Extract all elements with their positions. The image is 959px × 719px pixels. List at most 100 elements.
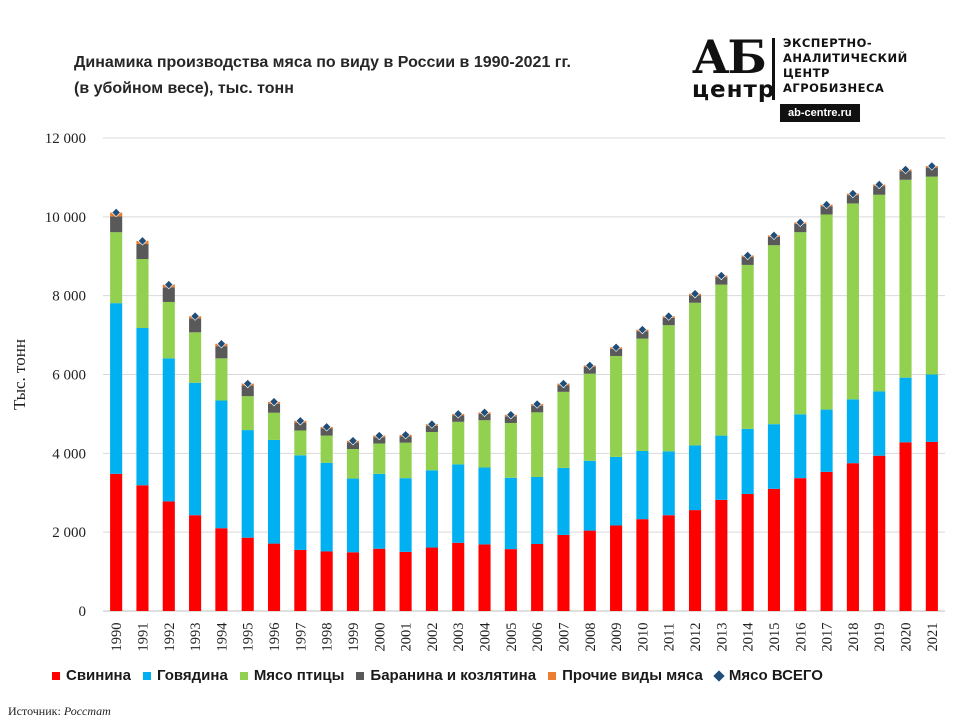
- bar-poultry: [820, 214, 833, 410]
- total-marker: [506, 410, 516, 420]
- bar-lamb: [241, 385, 254, 397]
- logo-url: ab-centre.ru: [780, 104, 860, 122]
- x-tick-label: 2010: [635, 623, 651, 652]
- bar-poultry: [504, 422, 517, 478]
- logo-text-line: ЦЕНТР: [783, 66, 830, 80]
- bar-poultry: [925, 176, 938, 375]
- bar-beef: [899, 377, 912, 443]
- bar-pork: [557, 534, 570, 611]
- total-marker: [664, 311, 674, 321]
- bar-pork: [925, 441, 938, 611]
- bar-pork: [399, 551, 412, 611]
- bar-lamb: [925, 167, 938, 177]
- total-marker: [558, 378, 569, 389]
- total-marker: [427, 419, 437, 429]
- bar-pork: [267, 543, 281, 611]
- x-tick-label: 2016: [793, 623, 809, 652]
- bar-lamb: [899, 171, 912, 180]
- bar-lamb: [636, 331, 649, 339]
- bar-lamb: [215, 346, 228, 359]
- bar-poultry: [110, 232, 123, 304]
- x-tick-label: 2015: [767, 623, 783, 652]
- bar-poultry: [583, 373, 596, 461]
- legend-item-beef: Говядина: [142, 667, 228, 684]
- total-marker: [716, 270, 726, 281]
- logo-text: ЭКСПЕРТНО- АНАЛИТИЧЕСКИЙ ЦЕНТР АГРОБИЗНЕ…: [783, 36, 908, 96]
- bar-lamb: [531, 405, 544, 413]
- source-note: Источник: Росстат: [8, 704, 111, 719]
- bar-poultry: [189, 332, 202, 383]
- legend-label: Говядина: [156, 667, 228, 684]
- bar-pork: [846, 463, 859, 611]
- bar-beef: [189, 382, 202, 516]
- bar-lamb: [741, 257, 754, 265]
- bar-beef: [294, 455, 307, 550]
- total-marker: [295, 416, 305, 426]
- bar-lamb: [267, 403, 281, 413]
- bar-lamb: [189, 318, 202, 333]
- bar-pork: [741, 493, 754, 611]
- bar-poultry: [452, 421, 465, 465]
- bar-lamb: [373, 437, 386, 444]
- bar-poultry: [162, 301, 175, 359]
- bar-beef: [688, 445, 702, 511]
- legend-swatch: [52, 671, 60, 680]
- legend-label: Баранина и козлятина: [370, 667, 537, 684]
- bar-poultry: [610, 355, 623, 457]
- bar-beef: [557, 467, 570, 535]
- bar-lamb: [794, 223, 807, 233]
- x-tick-label: 2008: [583, 623, 599, 652]
- total-marker: [848, 188, 858, 199]
- bar-lamb: [425, 425, 438, 433]
- ab-centre-logo: АБ центр ЭКСПЕРТНО- АНАЛИТИЧЕСКИЙ ЦЕНТР …: [690, 34, 940, 124]
- logo-text-line: АНАЛИТИЧЕСКИЙ: [783, 51, 908, 65]
- bar-poultry: [294, 430, 307, 456]
- bar-lamb: [610, 348, 623, 356]
- x-tick-label: 1995: [241, 623, 257, 652]
- x-tick-label: 2001: [399, 623, 415, 652]
- bar-beef: [925, 374, 938, 442]
- bar-lamb: [767, 236, 781, 246]
- total-marker: [164, 280, 174, 290]
- x-tick-label: 1997: [293, 623, 309, 652]
- bar-poultry: [425, 432, 438, 471]
- bar-lamb: [294, 422, 307, 431]
- bar-lamb: [557, 385, 570, 392]
- x-tick-label: 2020: [899, 623, 915, 652]
- source-value: Росстат: [63, 704, 111, 718]
- bar-lamb: [110, 216, 123, 233]
- x-tick-label: 2018: [846, 623, 862, 652]
- bar-lamb: [478, 413, 491, 421]
- x-tick-label: 1993: [188, 623, 204, 652]
- bar-pork: [899, 442, 912, 611]
- bar-beef: [267, 439, 281, 544]
- bar-poultry: [399, 442, 412, 479]
- bar-pork: [373, 548, 386, 611]
- y-tick-label: 2 000: [52, 525, 86, 541]
- y-tick-label: 4 000: [52, 446, 86, 462]
- bar-lamb: [688, 295, 702, 303]
- bar-poultry: [899, 179, 912, 378]
- bar-pork: [346, 552, 360, 611]
- bar-lamb: [873, 186, 886, 195]
- bar-beef: [846, 399, 859, 464]
- bar-poultry: [767, 245, 781, 425]
- bar-pork: [715, 499, 728, 611]
- x-tick-label: 1999: [346, 623, 362, 652]
- legend-item-lamb: Баранина и козлятина: [356, 667, 536, 684]
- legend-label: Мясо птицы: [253, 667, 345, 684]
- bar-pork: [873, 455, 886, 611]
- bar-pork: [136, 485, 149, 611]
- bar-lamb: [820, 206, 833, 215]
- x-tick-label: 1998: [320, 623, 336, 652]
- total-marker: [348, 436, 358, 446]
- x-tick-label: 2012: [688, 623, 704, 652]
- bar-lamb: [162, 287, 175, 302]
- bar-pork: [215, 528, 228, 611]
- total-marker: [821, 199, 832, 210]
- x-tick-label: 1996: [267, 623, 283, 652]
- legend-label: Мясо ВСЕГО: [728, 667, 823, 684]
- bar-poultry: [715, 284, 728, 436]
- x-tick-label: 2003: [451, 623, 467, 652]
- total-marker: [637, 324, 648, 335]
